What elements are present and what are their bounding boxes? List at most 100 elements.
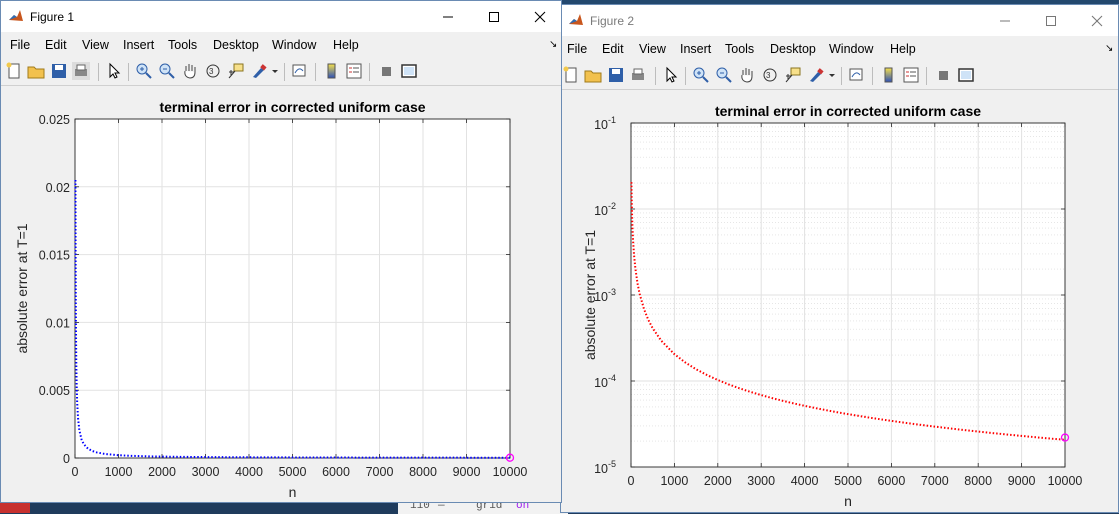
new-figure-icon[interactable]: [5, 62, 23, 80]
print-icon[interactable]: [72, 62, 90, 80]
y-tick-label: 10-1: [594, 115, 616, 132]
save-icon[interactable]: [50, 62, 68, 80]
close-button[interactable]: [517, 1, 562, 32]
colorbar-icon[interactable]: [323, 62, 341, 80]
pointer-icon[interactable]: [662, 66, 680, 84]
brush-dropdown-icon[interactable]: [827, 66, 837, 84]
maximize-button[interactable]: [1028, 5, 1074, 36]
save-icon[interactable]: [607, 66, 625, 84]
menu-edit[interactable]: Edit: [602, 42, 624, 56]
show-plot-tools-icon[interactable]: [957, 66, 975, 84]
menu-desktop[interactable]: Desktop: [213, 38, 259, 52]
y-tick-label: 10-5: [594, 459, 616, 476]
figure1-menubar: File Edit View Insert Tools Desktop Wind…: [1, 33, 561, 57]
svg-text:3: 3: [766, 71, 771, 80]
background-taskbar-item: [0, 503, 30, 513]
toolbar-separator: [926, 67, 927, 85]
figure1-title: Figure 1: [30, 10, 74, 24]
menu-desktop[interactable]: Desktop: [770, 42, 816, 56]
x-tick-label: 1000: [105, 465, 133, 479]
print-icon[interactable]: [629, 66, 647, 84]
pointer-icon[interactable]: [105, 62, 123, 80]
hide-plot-tools-icon[interactable]: [935, 66, 953, 84]
figure2-window: Figure 2 File Edit View Insert Tools Des…: [560, 4, 1119, 513]
figure2-toolbar: 3: [561, 62, 1118, 90]
legend-icon[interactable]: [345, 62, 363, 80]
pan-hand-icon[interactable]: [181, 62, 199, 80]
pan-hand-icon[interactable]: [738, 66, 756, 84]
x-tick-label: 7000: [921, 474, 949, 488]
minimize-button[interactable]: [982, 5, 1028, 36]
show-plot-tools-icon[interactable]: [400, 62, 418, 80]
y-tick-label: 0.01: [46, 316, 70, 330]
menu-file[interactable]: File: [10, 38, 30, 52]
figure1-window: Figure 1 File Edit View Insert Tools Des…: [0, 0, 562, 503]
x-tick-label: 3000: [747, 474, 775, 488]
x-tick-label: 4000: [791, 474, 819, 488]
x-tick-label: 4000: [235, 465, 263, 479]
menu-help[interactable]: Help: [890, 42, 916, 56]
menu-help[interactable]: Help: [333, 38, 359, 52]
x-tick-label: 0: [628, 474, 635, 488]
y-tick-label: 0.015: [39, 249, 70, 263]
zoom-out-icon[interactable]: [715, 66, 733, 84]
menu-tools[interactable]: Tools: [168, 38, 197, 52]
data-cursor-icon[interactable]: [784, 66, 802, 84]
toolbar-separator: [872, 67, 873, 85]
menu-insert[interactable]: Insert: [680, 42, 711, 56]
dock-arrow-icon[interactable]: ↘: [549, 39, 557, 50]
menu-insert[interactable]: Insert: [123, 38, 154, 52]
brush-icon[interactable]: [807, 66, 825, 84]
x-tick-label: 1000: [660, 474, 688, 488]
maximize-button[interactable]: [471, 1, 517, 32]
menu-view[interactable]: View: [82, 38, 109, 52]
dock-arrow-icon[interactable]: ↘: [1105, 43, 1113, 54]
new-figure-icon[interactable]: [562, 66, 580, 84]
menu-window[interactable]: Window: [829, 42, 873, 56]
zoom-in-icon[interactable]: [135, 62, 153, 80]
colorbar-icon[interactable]: [880, 66, 898, 84]
hide-plot-tools-icon[interactable]: [378, 62, 396, 80]
minimize-button[interactable]: [425, 1, 471, 32]
figure1-toolbar: 3: [1, 58, 561, 86]
x-tick-label: 6000: [322, 465, 350, 479]
x-tick-label: 7000: [366, 465, 394, 479]
x-tick-label: 10000: [1048, 474, 1083, 488]
menu-tools[interactable]: Tools: [725, 42, 754, 56]
y-tick-label: 0.005: [39, 384, 70, 398]
close-icon: [534, 11, 546, 23]
close-icon: [1091, 15, 1103, 27]
x-tick-label: 6000: [877, 474, 905, 488]
menu-view[interactable]: View: [639, 42, 666, 56]
maximize-icon: [1045, 15, 1057, 27]
brush-icon[interactable]: [250, 62, 268, 80]
svg-text:3: 3: [209, 67, 214, 76]
toolbar-separator: [685, 67, 686, 85]
toolbar-separator: [284, 63, 285, 81]
menu-window[interactable]: Window: [272, 38, 316, 52]
rotate-3d-icon[interactable]: 3: [761, 66, 779, 84]
menu-edit[interactable]: Edit: [45, 38, 67, 52]
minimize-icon: [442, 11, 454, 23]
y-axis-label: absolute error at T=1: [582, 230, 598, 360]
x-tick-label: 9000: [453, 465, 481, 479]
data-cursor-icon[interactable]: [227, 62, 245, 80]
zoom-out-icon[interactable]: [158, 62, 176, 80]
link-plot-icon[interactable]: [848, 66, 866, 84]
rotate-3d-icon[interactable]: 3: [204, 62, 222, 80]
open-file-icon[interactable]: [27, 62, 45, 80]
figure1-titlebar: Figure 1: [1, 1, 561, 32]
y-axis-label: absolute error at T=1: [14, 223, 30, 353]
brush-dropdown-icon[interactable]: [270, 62, 280, 80]
open-file-icon[interactable]: [584, 66, 602, 84]
link-plot-icon[interactable]: [291, 62, 309, 80]
zoom-in-icon[interactable]: [692, 66, 710, 84]
menu-file[interactable]: File: [567, 42, 587, 56]
close-button[interactable]: [1074, 5, 1119, 36]
legend-icon[interactable]: [902, 66, 920, 84]
figure2-menubar: File Edit View Insert Tools Desktop Wind…: [561, 37, 1118, 61]
